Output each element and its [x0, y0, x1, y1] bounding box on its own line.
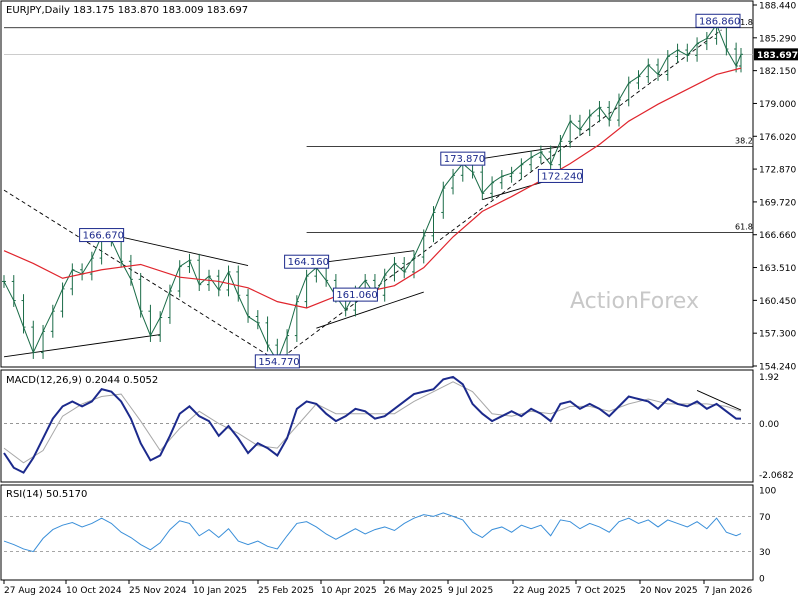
- price-axis-label: 166.660: [759, 231, 796, 241]
- level-label: 154.770: [258, 357, 299, 368]
- x-axis-label: 7 Jan 2026: [704, 586, 752, 596]
- price-axis-label: 176.020: [759, 133, 796, 143]
- level-label-box: [537, 168, 583, 183]
- macd-signal-line: [3, 381, 742, 464]
- level-label: 164.160: [288, 257, 329, 268]
- price-axis-label: 169.720: [759, 198, 796, 208]
- level-label: 172.240: [541, 171, 582, 182]
- trendline: [3, 334, 161, 358]
- rsi-label: RSI(14) 50.5170: [6, 489, 87, 500]
- rsi-panel: [0, 484, 754, 581]
- price-axis-label: 160.450: [759, 297, 796, 307]
- macd-trendline: [696, 389, 742, 411]
- last-price-label: 183.697: [757, 51, 798, 61]
- price-axis-label: 185.290: [759, 34, 796, 44]
- rsi-axis-label: 30: [759, 548, 771, 558]
- level-label-box: [440, 151, 486, 166]
- price-panel: [0, 0, 754, 368]
- rsi-axis-label: 70: [759, 513, 771, 523]
- x-axis-label: 22 Aug 2025: [513, 586, 571, 596]
- price-axis-label: 157.300: [759, 330, 796, 340]
- trendline: [277, 29, 722, 362]
- macd-label: MACD(12,26,9) 0.2044 0.5052: [6, 375, 158, 386]
- trendline: [101, 232, 249, 266]
- level-label-box: [695, 13, 741, 28]
- fib-level-label: 61.8: [735, 18, 753, 27]
- price-axis-label: 154.240: [759, 363, 796, 373]
- macd-axis-label: -2.0682: [759, 471, 794, 481]
- level-label: 166.670: [83, 231, 124, 242]
- trendline: [316, 291, 424, 329]
- x-axis-label: 10 Oct 2024: [66, 586, 122, 596]
- x-axis-label: 9 Jul 2025: [448, 586, 493, 596]
- price-axis-label: 188.440: [759, 2, 796, 12]
- level-label-box: [284, 254, 330, 269]
- macd-panel: [0, 369, 754, 483]
- x-axis-label: 27 Aug 2024: [4, 586, 62, 596]
- price-axis-label: 179.000: [759, 100, 796, 110]
- level-label-box: [254, 354, 300, 369]
- macd-main-line: [3, 375, 741, 474]
- x-axis-label: 7 Oct 2025: [576, 586, 626, 596]
- x-axis-label: 10 Apr 2025: [321, 586, 377, 596]
- level-label-box: [332, 287, 378, 302]
- level-label: 186.860: [699, 16, 740, 27]
- price-axis-label: 163.510: [759, 264, 796, 274]
- moving-average-line: [3, 67, 742, 309]
- x-axis-label: 25 Nov 2024: [129, 586, 187, 596]
- level-label-box: [79, 228, 125, 243]
- x-axis-label: 25 Feb 2025: [258, 586, 314, 596]
- level-label: 161.060: [336, 290, 377, 301]
- last-price-box: [754, 48, 798, 61]
- macd-axis-label: 0.00: [759, 420, 779, 430]
- rsi-axis-label: 100: [759, 487, 776, 497]
- rsi-axis-label: 0: [759, 575, 765, 585]
- instrument-header: EURJPY,Daily 183.175 183.870 183.009 183…: [6, 5, 248, 16]
- watermark: ActionForex: [570, 289, 699, 314]
- x-axis-label: 26 May 2025: [384, 586, 443, 596]
- fib-level-label: 38.2: [735, 137, 753, 146]
- price-axis-label: 182.150: [759, 67, 796, 77]
- x-axis-label: 20 Nov 2025: [640, 586, 698, 596]
- price-axis-label: 172.870: [759, 166, 796, 176]
- x-axis-label: 10 Jan 2025: [193, 586, 247, 596]
- fib-level-label: 61.8: [735, 223, 753, 232]
- level-label: 173.870: [444, 154, 485, 165]
- macd-axis-label: 1.92: [759, 373, 779, 383]
- rsi-line: [3, 512, 742, 553]
